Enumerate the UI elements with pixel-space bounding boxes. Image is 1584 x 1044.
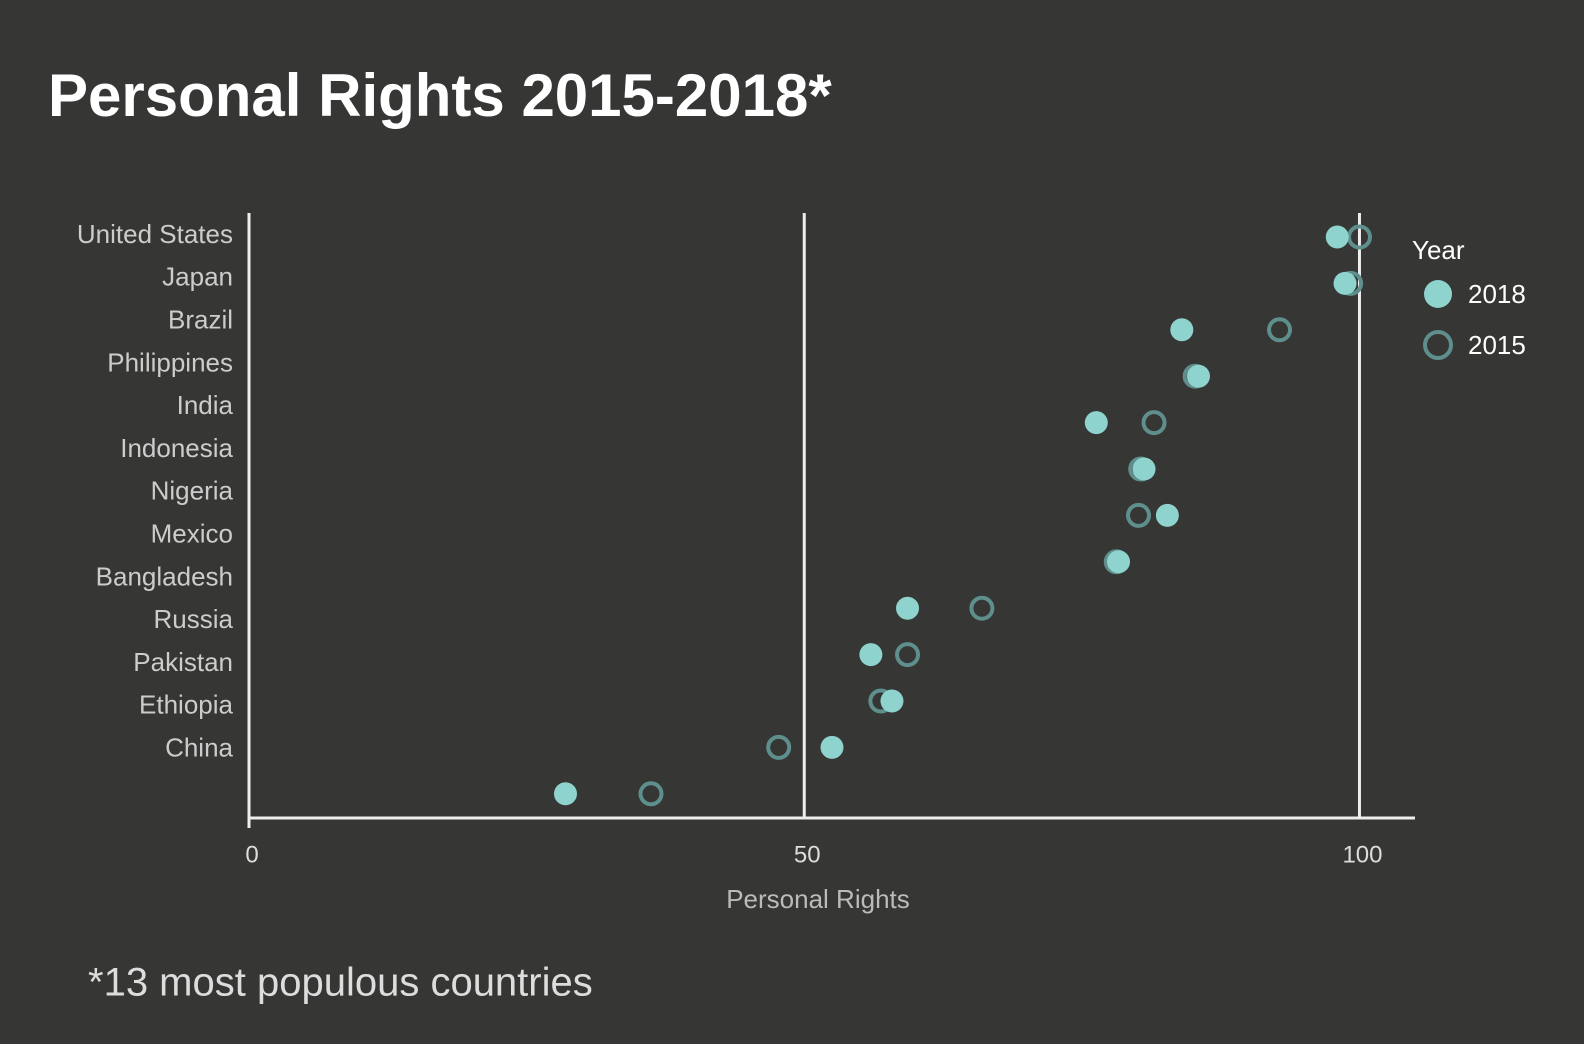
- y-tick-label: Philippines: [107, 347, 233, 377]
- dot: [1333, 271, 1357, 295]
- y-tick-label: Mexico: [151, 518, 233, 548]
- y-tick-label: Bangladesh: [96, 561, 233, 591]
- y-tick-label: Ethiopia: [139, 690, 233, 720]
- dot: [1155, 503, 1179, 527]
- legend-title: Year: [1412, 235, 1465, 265]
- dot: [553, 782, 577, 806]
- chart-title: Personal Rights 2015-2018*: [48, 62, 832, 129]
- dot: [766, 734, 792, 760]
- y-tick-label: Indonesia: [120, 433, 233, 463]
- x-tick-label: 50: [794, 841, 821, 868]
- y-tick-label: Nigeria: [151, 476, 234, 506]
- y-tick-label: Brazil: [168, 304, 233, 334]
- legend-marker: [1423, 330, 1453, 360]
- dot: [1084, 411, 1108, 435]
- dot: [1107, 550, 1131, 574]
- x-tick-label: 0: [245, 841, 258, 868]
- y-tick-label: Japan: [162, 262, 233, 292]
- dot: [1267, 317, 1293, 343]
- dot: [820, 735, 844, 759]
- x-axis-label: Personal Rights: [726, 884, 910, 914]
- legend-label: 2018: [1468, 279, 1526, 309]
- y-tick-label: United States: [77, 219, 233, 249]
- dot: [1325, 225, 1349, 249]
- dot: [880, 689, 904, 713]
- dot: [1186, 364, 1210, 388]
- dot: [895, 642, 921, 668]
- dot: [1132, 457, 1156, 481]
- dot: [1170, 318, 1194, 342]
- dot: [969, 595, 995, 621]
- x-tick-label: 100: [1342, 841, 1382, 868]
- y-tick-label: Russia: [154, 604, 234, 634]
- dot: [1125, 502, 1151, 528]
- dot: [859, 643, 883, 667]
- dot: [896, 596, 920, 620]
- dot: [1141, 410, 1167, 436]
- dot: [1346, 224, 1372, 250]
- y-tick-label: India: [177, 390, 234, 420]
- legend-label: 2015: [1468, 330, 1526, 360]
- y-tick-label: Pakistan: [133, 647, 233, 677]
- legend-marker: [1424, 280, 1452, 308]
- footnote: *13 most populous countries: [88, 961, 593, 1005]
- y-tick-label: China: [165, 732, 233, 762]
- dot: [638, 781, 664, 807]
